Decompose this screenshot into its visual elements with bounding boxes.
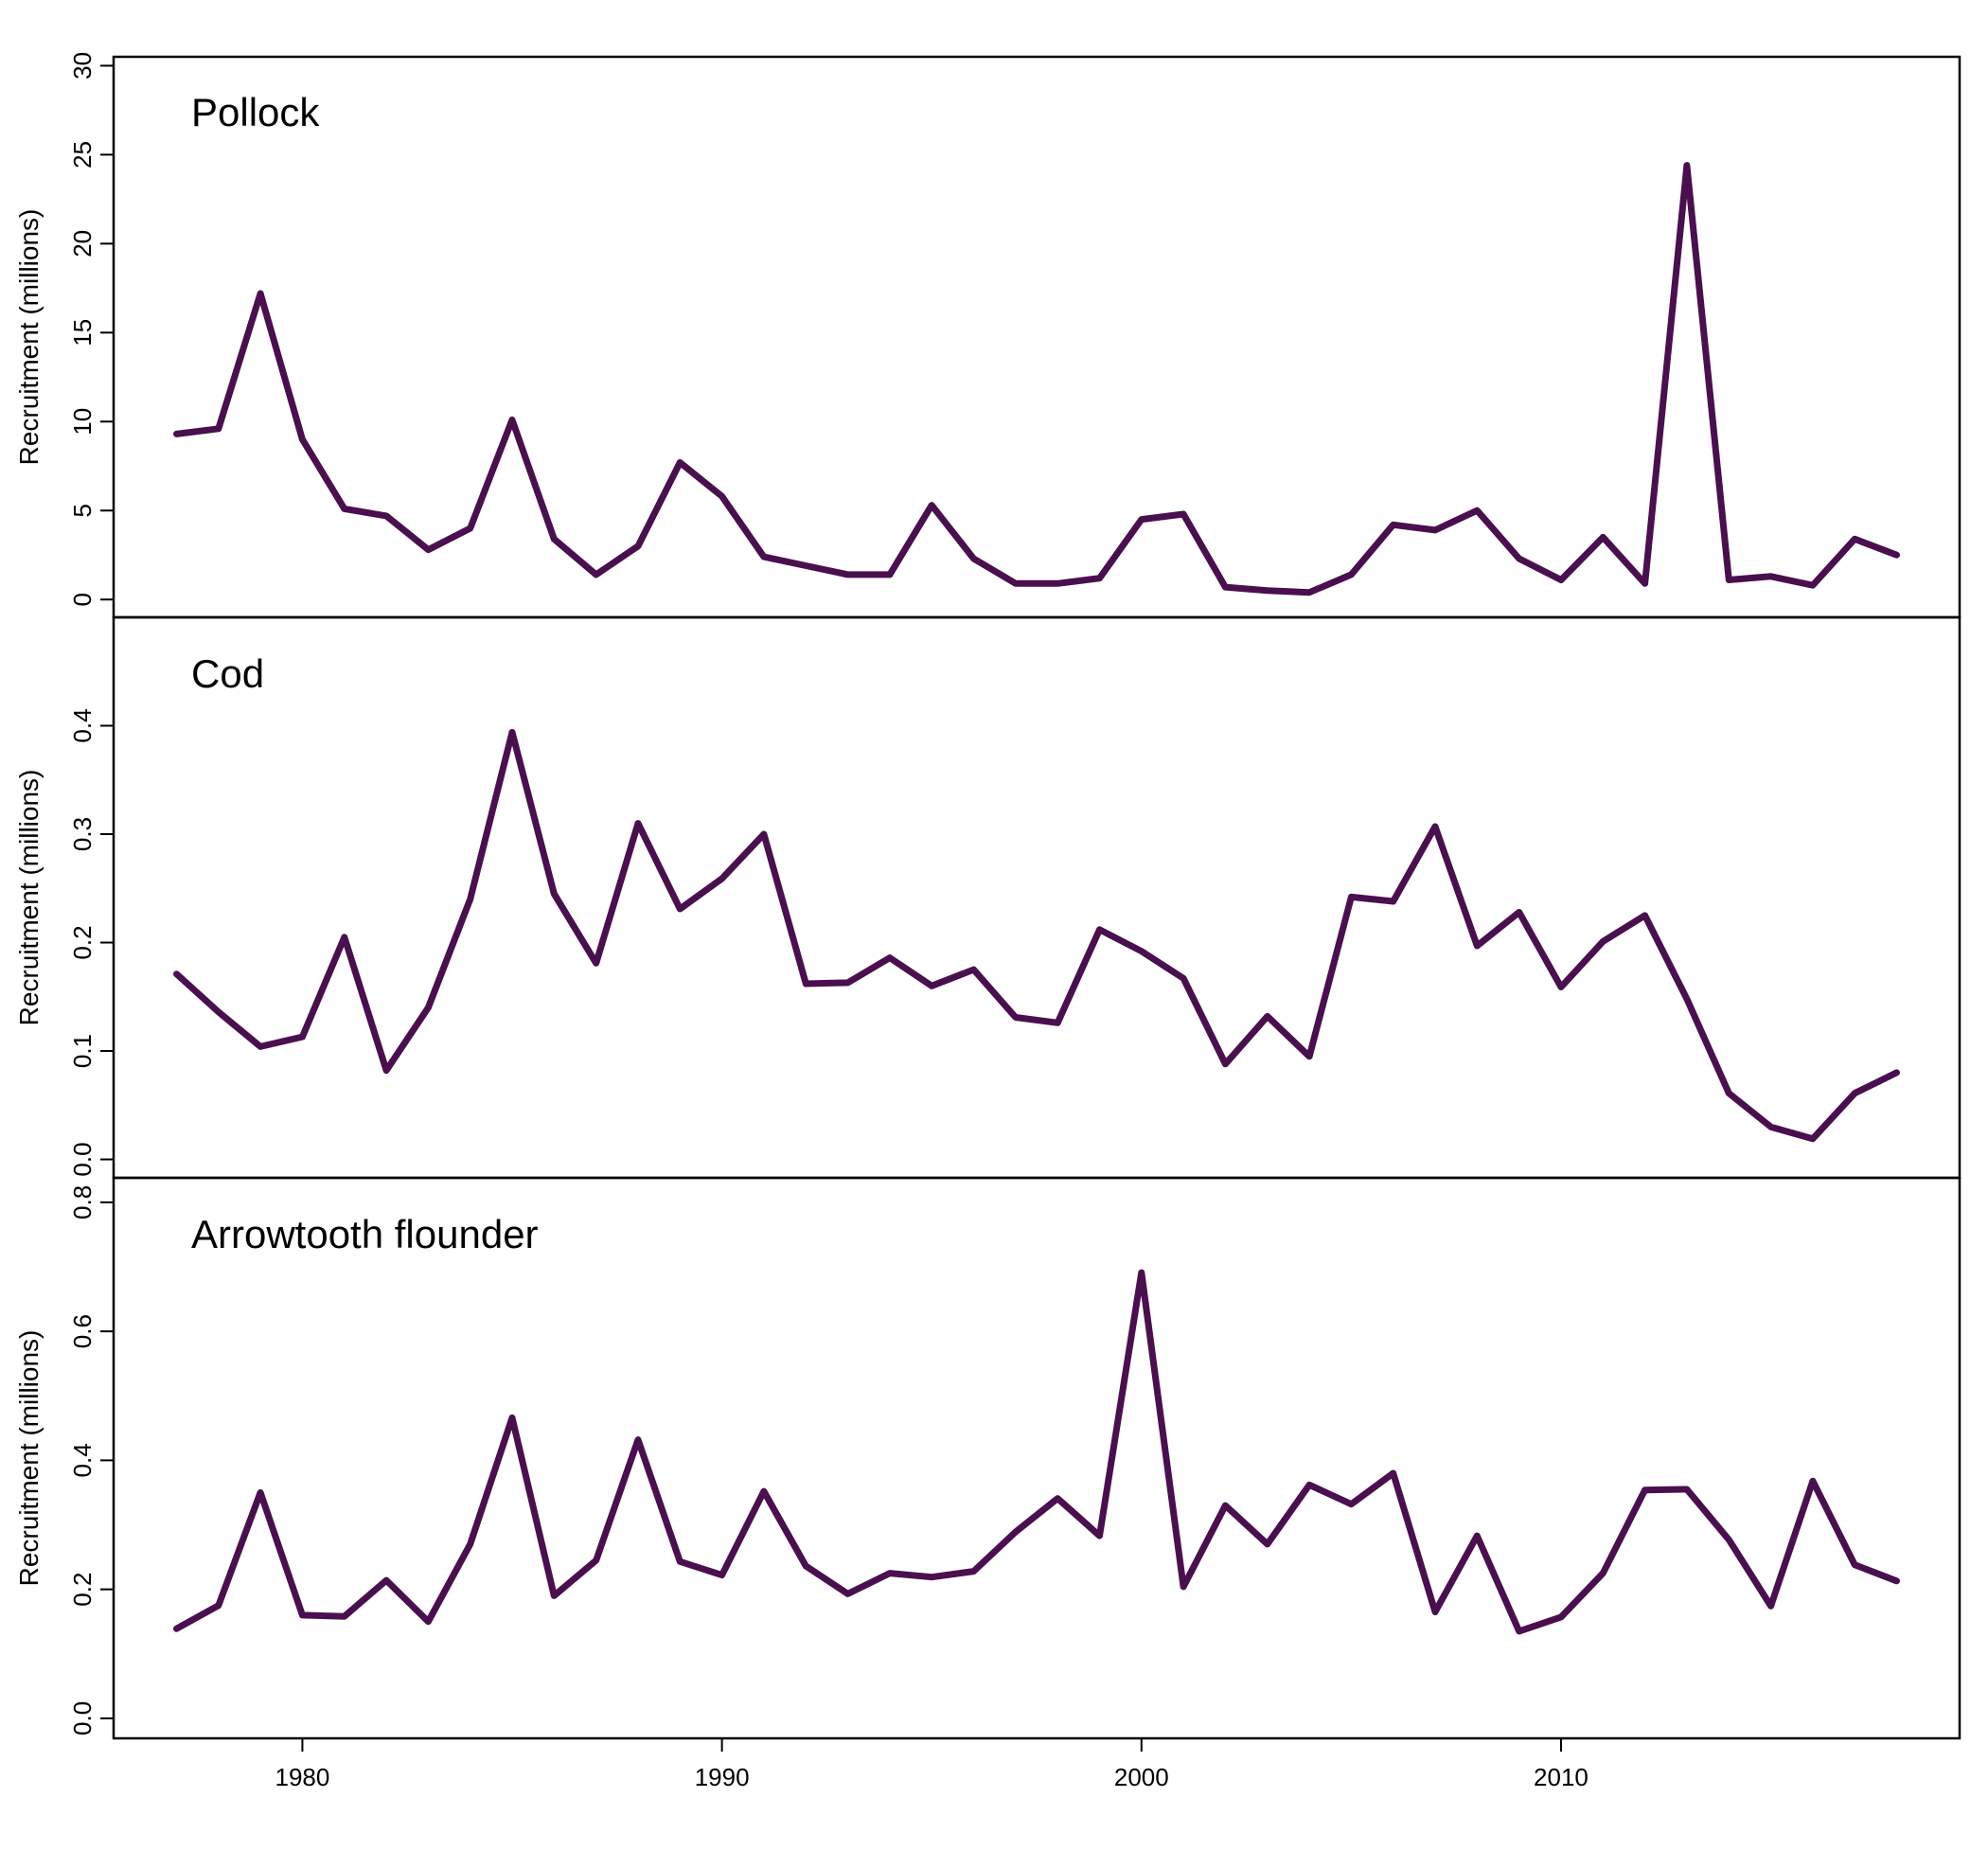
x-tick-label: 1980 <box>275 1763 330 1791</box>
arrowtooth-panel-frame <box>112 1176 1961 1740</box>
pollock-y-tick-label: 10 <box>68 408 97 436</box>
pollock-panel-frame <box>112 55 1961 619</box>
x-tick-label: 2000 <box>1114 1763 1169 1791</box>
cod-series-line <box>173 728 1900 1143</box>
pollock-y-tick-label: 20 <box>68 230 97 258</box>
cod-y-tick-label: 0.3 <box>68 817 97 851</box>
arrowtooth-ylabel: Recruitment (millions) <box>14 1330 44 1587</box>
cod-panel-title: Cod <box>191 651 264 696</box>
cod-y-tick-label: 0.2 <box>68 925 97 959</box>
arrowtooth-y-tick-label: 0.2 <box>68 1573 97 1607</box>
arrowtooth-series-line <box>173 1269 1900 1635</box>
arrowtooth-panel-title: Arrowtooth flounder <box>191 1212 539 1256</box>
pollock-y-tick-label: 25 <box>68 141 97 169</box>
pollock-y-tick-label: 15 <box>68 319 97 347</box>
pollock-y-tick-label: 30 <box>68 52 97 80</box>
x-tick-label: 1990 <box>695 1763 750 1791</box>
x-tick-label: 2010 <box>1534 1763 1589 1791</box>
cod-ylabel: Recruitment (millions) <box>14 770 44 1026</box>
cod-y-tick-label: 0.1 <box>68 1034 97 1068</box>
arrowtooth-y-tick-label: 0.8 <box>68 1185 97 1219</box>
pollock-y-tick-label: 0 <box>68 593 97 606</box>
pollock-ylabel: Recruitment (millions) <box>14 209 44 466</box>
pollock-y-tick-label: 5 <box>68 504 97 517</box>
arrowtooth-y-tick-label: 0.6 <box>68 1314 97 1348</box>
chart-marks-layer: 0 5 10 15 20 25 30 0.0 0.1 0.2 0.3 0.4 0.0 0.2 0.4 0.6 0… <box>68 52 1900 1791</box>
arrowtooth-y-tick-label: 0.0 <box>68 1701 97 1735</box>
pollock-series-line <box>173 162 1900 596</box>
cod-y-tick-label: 0.4 <box>68 708 97 742</box>
cod-panel-frame <box>112 615 1961 1180</box>
pollock-panel-title: Pollock <box>191 90 320 134</box>
cod-y-tick-label: 0.0 <box>68 1142 97 1176</box>
arrowtooth-y-tick-label: 0.4 <box>68 1443 97 1477</box>
